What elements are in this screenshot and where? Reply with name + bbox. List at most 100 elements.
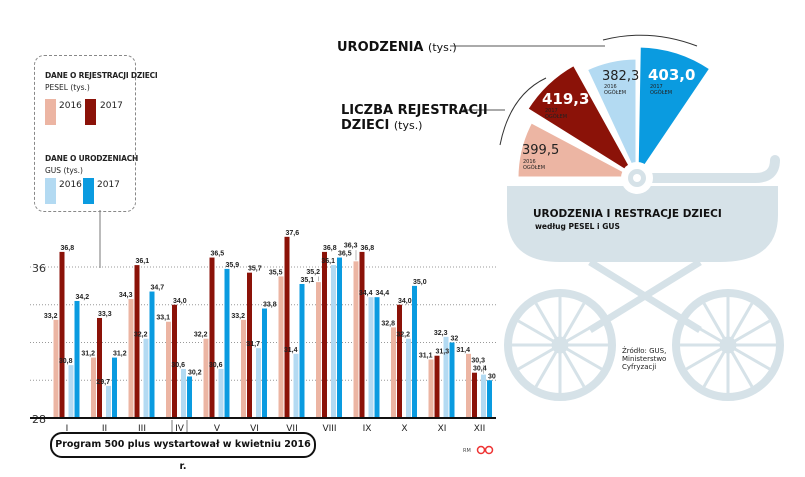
legend-year-2016: 2016 [59, 101, 82, 111]
value-label: 35,1 [301, 277, 315, 284]
svg-text:OGÓŁEM: OGÓŁEM [545, 113, 567, 120]
x-tick-X: X [401, 424, 407, 434]
value-label: 34,0 [398, 298, 412, 305]
x-tick-VIII: VIII [322, 424, 336, 434]
value-label: 30,4 [473, 366, 487, 373]
bar-gus-2017-V [224, 268, 230, 418]
bar-gus-2017-IV [187, 376, 192, 418]
bar-pesel-2017-II [97, 317, 102, 418]
bar-pesel-2017-III [134, 265, 140, 418]
bar-pesel-2016-XII [466, 353, 471, 418]
svg-text:OGÓŁEM: OGÓŁEM [604, 89, 626, 96]
value-label: 30,6 [209, 362, 223, 369]
bar-gus-2017-VIII [337, 257, 342, 418]
segment-value-gus-2017: 403,0 [648, 66, 695, 84]
value-label: 34,2 [76, 294, 90, 301]
registrations-bracket [499, 77, 547, 146]
value-label: 34,0 [173, 298, 187, 305]
wheel-spoke [727, 319, 771, 347]
logo-icon [476, 445, 486, 455]
wheel-spoke [702, 302, 730, 346]
value-label: 32,2 [134, 332, 148, 339]
value-label: 33,2 [44, 313, 58, 320]
bar-pesel-2017-IX [359, 251, 365, 418]
legend-year-2017: 2017 [100, 101, 123, 111]
value-label: 36,8 [361, 245, 375, 252]
value-label: 37,6 [286, 230, 300, 237]
segment-value-pesel-2017: 419,3 [542, 90, 589, 108]
bar-gus-2017-II [112, 357, 117, 418]
wheel-spoke [534, 344, 562, 388]
value-label: 31,2 [81, 351, 95, 358]
value-label: 33,1 [156, 315, 170, 322]
wheel-spoke [685, 343, 729, 371]
bar-pesel-2016-I [53, 319, 59, 418]
legend-pesel-title: DANE O REJESTRACJI DZIECI [45, 71, 158, 80]
legend-pesel-subtitle: PESEL (tys.) [45, 83, 90, 92]
value-label: 30,8 [59, 358, 73, 365]
bar-pesel-2016-III [128, 299, 134, 418]
wheel-spoke [559, 343, 603, 371]
wheel-spoke [517, 343, 561, 371]
segment-value-gus-2016: 382,3 [602, 69, 639, 84]
pie-segment-0 [515, 119, 638, 180]
wheel-spoke [559, 319, 603, 347]
wheel-spoke [685, 319, 729, 347]
bar-gus-2016-VII [293, 353, 299, 418]
bar-gus-2017-XI [449, 342, 455, 418]
registrations-label: LICZBA REJESTRACJI [341, 103, 488, 118]
wheel-spoke [534, 302, 562, 346]
bar-gus-2017-I [74, 300, 80, 418]
value-label: 30 [488, 373, 496, 380]
x-tick-IX: IX [363, 424, 372, 434]
value-label: 36,3 [344, 243, 358, 250]
svg-text:Ministerstwo: Ministerstwo [622, 355, 666, 363]
legend-gus-title: DANE O URODZENIACH [45, 154, 139, 163]
program-note: Program 500 plus wystartował w kwietniu … [50, 432, 316, 472]
value-label: 34,4 [359, 290, 373, 297]
bar-gus-2017-III [149, 291, 155, 418]
bar-gus-2017-X [412, 285, 417, 418]
value-label: 30,3 [471, 358, 485, 365]
wheel-spoke [726, 344, 754, 388]
legend-swatch-gus-2017 [83, 178, 94, 204]
bar-gus-2016-VI [256, 348, 261, 418]
bar-gus-2016-IV [181, 368, 186, 418]
value-label: 34,3 [119, 292, 133, 299]
x-tick-VI: VI [250, 424, 259, 434]
bar-gus-2016-X [406, 338, 411, 418]
bar-pesel-2016-VI [241, 319, 246, 418]
bar-pesel-2017-IV [172, 304, 177, 418]
pram-handle [645, 155, 780, 183]
pie-segment-2 [584, 56, 639, 179]
wheel-left [504, 289, 616, 401]
legend-year-2017: 2017 [97, 180, 120, 190]
wheel-right [672, 289, 784, 401]
bar-pesel-2017-VI [247, 272, 252, 418]
value-label: 36,1 [321, 258, 335, 265]
svg-text:2016: 2016 [604, 84, 617, 90]
births-label: URODZENIA (tys.) [337, 40, 457, 55]
value-label: 36,1 [136, 258, 150, 265]
bar-pesel-2017-X [397, 304, 402, 418]
legend: DANE O REJESTRACJI DZIECI PESEL (tys.) 2… [34, 55, 158, 212]
svg-text:OGÓŁEM: OGÓŁEM [523, 164, 545, 171]
value-label: 31,7 [246, 341, 260, 348]
bar-pesel-2016-V [203, 338, 209, 418]
x-tick-I: I [66, 424, 69, 434]
segment-value-pesel-2016: 399,5 [522, 143, 559, 158]
value-label: 32,3 [434, 330, 448, 337]
svg-text:Cyfryzacji: Cyfryzacji [622, 363, 656, 371]
bar-pesel-2016-XI [428, 359, 434, 418]
value-label: 35,2 [306, 269, 320, 276]
credit: RM [463, 448, 471, 454]
pie-segment-1 [524, 62, 642, 183]
x-tick-II: II [102, 424, 107, 434]
value-label: 34,4 [376, 290, 390, 297]
legend-swatch-pesel-2017 [85, 99, 96, 125]
bar-pesel-2017-XI [434, 355, 440, 418]
svg-text:OGÓŁEM: OGÓŁEM [650, 89, 672, 96]
bar-gus-2016-I [68, 365, 74, 418]
